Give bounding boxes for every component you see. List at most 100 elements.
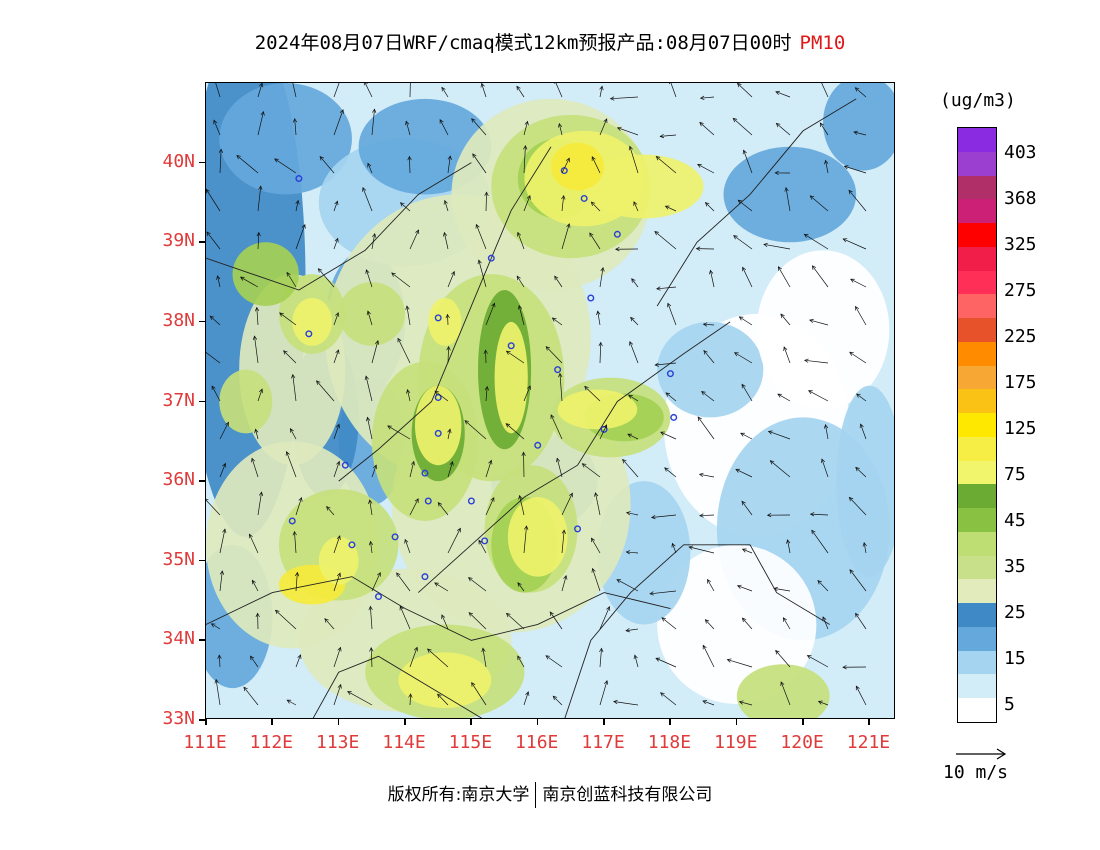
wind-arrow-icon bbox=[482, 648, 487, 668]
wind-arrow-icon bbox=[672, 543, 677, 554]
wind-arrow-icon bbox=[812, 265, 829, 288]
latitude-tick bbox=[199, 241, 205, 243]
wind-arrow-head-icon bbox=[399, 605, 404, 611]
wind-arrow-head-icon bbox=[250, 655, 255, 661]
city-marker-icon bbox=[374, 593, 382, 601]
wind-arrow-icon bbox=[597, 311, 601, 326]
wind-arrow-icon bbox=[627, 433, 639, 440]
wind-arrow-head-icon bbox=[336, 572, 341, 578]
wind-arrow-icon bbox=[485, 303, 495, 326]
wind-arrow-head-icon bbox=[467, 577, 473, 582]
wind-arrow-icon bbox=[599, 648, 602, 668]
wind-arrow-head-icon bbox=[415, 229, 420, 235]
wind-arrow-icon bbox=[250, 655, 259, 668]
wind-arrow-icon bbox=[589, 232, 601, 250]
wind-arrow-head-icon bbox=[702, 644, 707, 650]
legend-swatch bbox=[958, 318, 996, 343]
wind-arrow-icon bbox=[405, 121, 411, 136]
wind-arrow-head-icon bbox=[842, 665, 847, 670]
wind-arrow-head-icon bbox=[447, 155, 452, 160]
wind-arrow-head-icon bbox=[396, 572, 401, 577]
wind-arrow-head-icon bbox=[817, 580, 822, 585]
wind-arrow-icon bbox=[217, 275, 221, 288]
wind-arrow-icon bbox=[215, 679, 221, 706]
wind-arrow-icon bbox=[697, 416, 715, 440]
city-marker-icon bbox=[295, 175, 303, 183]
map-plot[interactable] bbox=[205, 82, 895, 719]
wind-arrow-icon bbox=[257, 83, 263, 98]
wind-arrow-head-icon bbox=[821, 458, 826, 464]
wind-arrow-icon bbox=[556, 458, 563, 478]
wind-arrow-head-icon bbox=[842, 238, 848, 243]
wind-arrow-head-icon bbox=[317, 268, 323, 273]
wind-arrow-head-icon bbox=[236, 154, 241, 160]
latitude-tick bbox=[199, 320, 205, 323]
wind-arrow-head-icon bbox=[517, 304, 523, 310]
wind-arrow-head-icon bbox=[606, 606, 611, 611]
concentration-patch bbox=[292, 297, 333, 346]
wind-arrow-head-icon bbox=[248, 533, 253, 539]
latitude-tick bbox=[199, 719, 205, 721]
concentration-patch bbox=[557, 389, 638, 430]
wind-arrow-icon bbox=[444, 232, 449, 250]
wind-arrow-icon bbox=[629, 146, 639, 174]
wind-arrow-head-icon bbox=[526, 194, 531, 200]
wind-arrow-head-icon bbox=[365, 269, 370, 274]
wind-arrow-icon bbox=[554, 275, 563, 288]
wind-arrow-icon bbox=[656, 156, 677, 174]
wind-arrow-head-icon bbox=[598, 341, 603, 347]
wind-arrow-icon bbox=[599, 118, 608, 136]
wind-arrow-icon bbox=[251, 580, 259, 592]
latitude-tick-label: 37N bbox=[162, 389, 195, 411]
wind-arrow-icon bbox=[333, 684, 342, 706]
wind-arrow-head-icon bbox=[413, 646, 418, 652]
wind-arrow-icon bbox=[733, 235, 753, 250]
legend-swatch bbox=[958, 389, 996, 414]
legend-value-label: 35 bbox=[1004, 556, 1026, 577]
wind-arrow-icon bbox=[742, 617, 753, 630]
wind-arrow-head-icon bbox=[255, 612, 260, 618]
wind-arrow-head-icon bbox=[709, 269, 714, 275]
wind-arrow-head-icon bbox=[339, 109, 344, 114]
wind-reference-arrow-icon bbox=[956, 748, 1007, 760]
wind-arrow-head-icon bbox=[335, 423, 340, 429]
wind-arrow-icon bbox=[206, 189, 221, 212]
longitude-tick-label: 121E bbox=[846, 732, 891, 753]
wind-arrow-head-icon bbox=[298, 496, 303, 502]
wind-arrow-head-icon bbox=[334, 200, 339, 206]
wind-arrow-icon bbox=[844, 165, 867, 174]
legend-swatch bbox=[958, 603, 996, 628]
wind-arrow-head-icon bbox=[211, 385, 216, 391]
wind-arrow-head-icon bbox=[518, 494, 523, 500]
wind-arrow-head-icon bbox=[484, 191, 489, 196]
wind-arrow-icon bbox=[427, 648, 449, 668]
wind-arrow-icon bbox=[347, 691, 373, 706]
wind-arrow-icon bbox=[763, 243, 791, 250]
wind-arrow-head-icon bbox=[468, 612, 474, 617]
wind-arrow-head-icon bbox=[399, 202, 405, 207]
wind-arrow-head-icon bbox=[628, 394, 633, 399]
city-marker-icon bbox=[434, 394, 442, 402]
wind-arrow-head-icon bbox=[209, 315, 215, 320]
wind-arrow-icon bbox=[651, 514, 677, 518]
wind-arrow-head-icon bbox=[363, 83, 368, 86]
wind-arrow-icon bbox=[517, 232, 525, 250]
legend-swatch bbox=[958, 508, 996, 533]
wind-arrow-icon bbox=[622, 459, 639, 478]
wind-arrow-head-icon bbox=[404, 538, 409, 544]
wind-arrow-icon bbox=[406, 306, 411, 326]
wind-arrow-head-icon bbox=[625, 550, 631, 555]
latitude-tick-label: 39N bbox=[162, 230, 195, 252]
wind-arrow-head-icon bbox=[475, 223, 480, 229]
city-marker-icon bbox=[534, 441, 542, 449]
wind-arrow-icon bbox=[283, 350, 297, 364]
wind-arrow-head-icon bbox=[555, 457, 561, 463]
city-marker-icon bbox=[554, 366, 562, 374]
wind-arrow-icon bbox=[739, 701, 753, 706]
copyright-company: 南京创蓝科技有限公司 bbox=[542, 785, 713, 805]
wind-arrow-head-icon bbox=[368, 540, 374, 546]
wind-arrow-icon bbox=[727, 659, 753, 668]
wind-arrow-head-icon bbox=[206, 231, 211, 236]
wind-arrow-icon bbox=[819, 122, 829, 136]
city-marker-icon bbox=[434, 429, 442, 437]
